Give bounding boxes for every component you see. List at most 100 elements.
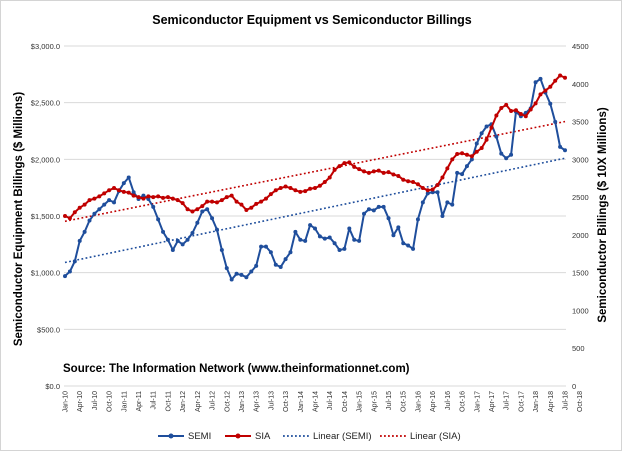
data-point-sia: [455, 152, 460, 157]
data-point-semi: [332, 241, 337, 246]
data-point-sia: [170, 196, 175, 201]
x-tick-label: Jan-16: [415, 391, 422, 413]
data-point-semi: [102, 202, 107, 207]
left-axis-label: Semiconductor Equipment Billings ($ Mill…: [13, 92, 25, 346]
x-tick-label: Jul-17: [504, 391, 511, 410]
data-point-sia: [283, 184, 288, 189]
x-tick-label: Jan-11: [121, 391, 128, 412]
data-point-semi: [533, 80, 538, 85]
data-point-semi: [342, 246, 347, 251]
right-tick-label: 1000: [572, 306, 589, 315]
data-point-sia: [298, 189, 303, 194]
data-point-sia: [87, 198, 92, 203]
data-point-sia: [63, 214, 67, 218]
legend: SEMI SIA Linear (SEMI) Linear (SIA): [158, 431, 461, 442]
data-point-sia: [366, 170, 371, 175]
x-tick-label: Apr-13: [254, 391, 261, 412]
data-point-sia: [313, 186, 317, 191]
legend-semi-marker: [168, 433, 174, 439]
left-tick-label: $500.0: [37, 325, 60, 334]
data-point-semi: [362, 211, 367, 216]
data-point-semi: [317, 234, 322, 239]
x-tick-label: Apr-10: [77, 391, 84, 412]
data-point-semi: [504, 156, 509, 161]
data-point-sia: [214, 200, 219, 205]
data-point-sia: [440, 175, 445, 180]
data-point-sia: [72, 210, 77, 215]
left-tick-label: $2,000.0: [31, 155, 60, 164]
trendline-semi: [64, 157, 566, 264]
data-point-sia: [278, 186, 283, 191]
data-point-sia: [513, 108, 518, 113]
right-tick-label: 1500: [572, 269, 589, 278]
data-point-sia: [249, 205, 254, 210]
data-point-semi: [239, 272, 244, 277]
data-point-semi: [72, 259, 77, 264]
data-point-semi: [440, 214, 445, 218]
data-point-semi: [254, 263, 259, 268]
data-point-sia: [308, 186, 313, 191]
data-point-semi: [249, 269, 254, 274]
data-point-sia: [499, 105, 504, 110]
data-point-sia: [396, 173, 401, 178]
data-point-sia: [558, 73, 563, 78]
data-point-sia: [175, 198, 180, 203]
data-point-semi: [538, 76, 543, 81]
data-point-sia: [259, 199, 264, 204]
data-point-sia: [391, 172, 396, 177]
data-point-semi: [82, 229, 87, 234]
legend-linear-sia-label: Linear (SIA): [410, 431, 461, 442]
data-point-semi: [288, 250, 293, 255]
data-point-sia: [116, 188, 121, 193]
data-point-semi: [499, 151, 504, 156]
data-point-sia: [509, 108, 514, 113]
data-point-sia: [322, 180, 327, 184]
x-tick-label: Oct-16: [460, 391, 467, 412]
data-point-semi: [347, 226, 352, 231]
data-point-sia: [239, 202, 244, 207]
x-tick-label: Jul-12: [210, 391, 217, 410]
data-point-sia: [430, 187, 435, 192]
data-point-semi: [425, 191, 430, 196]
data-point-semi: [406, 243, 411, 248]
data-point-sia: [352, 164, 357, 169]
x-tick-label: Jul-10: [92, 391, 99, 410]
data-point-sia: [425, 188, 430, 193]
data-point-semi: [298, 237, 303, 242]
x-tick-label: Apr-16: [430, 391, 437, 412]
data-point-sia: [469, 154, 474, 159]
data-point-semi: [219, 248, 224, 252]
data-point-sia: [327, 175, 332, 180]
x-tick-label: Apr-14: [313, 391, 320, 412]
data-point-semi: [190, 231, 195, 235]
data-point-semi: [322, 236, 327, 241]
data-point-sia: [224, 195, 229, 200]
data-point-semi: [200, 209, 205, 214]
data-point-semi: [180, 242, 185, 247]
x-tick-label: Apr-11: [136, 391, 143, 412]
data-point-sia: [337, 164, 342, 169]
data-point-semi: [479, 131, 484, 136]
data-point-semi: [229, 277, 234, 282]
x-axis-ticks: Jan-10 Apr-10 Jul-10 Oct-10 Jan-11 Apr-11 Jul-…: [63, 391, 585, 413]
right-tick-label: 3500: [572, 118, 589, 127]
data-point-semi: [396, 225, 401, 230]
data-point-sia: [131, 193, 136, 198]
x-tick-label: Jul-14: [327, 391, 334, 410]
data-point-sia: [229, 193, 234, 198]
data-point-sia: [146, 194, 151, 199]
data-point-sia: [371, 169, 376, 174]
data-point-sia: [411, 180, 416, 184]
data-point-semi: [268, 250, 273, 255]
x-tick-label: Apr-15: [371, 391, 378, 412]
data-point-semi: [366, 207, 371, 212]
right-tick-label: 2500: [572, 193, 589, 202]
data-point-sia: [376, 168, 381, 173]
series: [63, 73, 567, 282]
right-tick-label: 2000: [572, 231, 589, 240]
data-point-sia: [415, 182, 420, 187]
data-point-semi: [450, 202, 455, 207]
data-point-sia: [332, 167, 337, 172]
data-point-sia: [518, 112, 523, 116]
data-point-semi: [445, 200, 450, 205]
